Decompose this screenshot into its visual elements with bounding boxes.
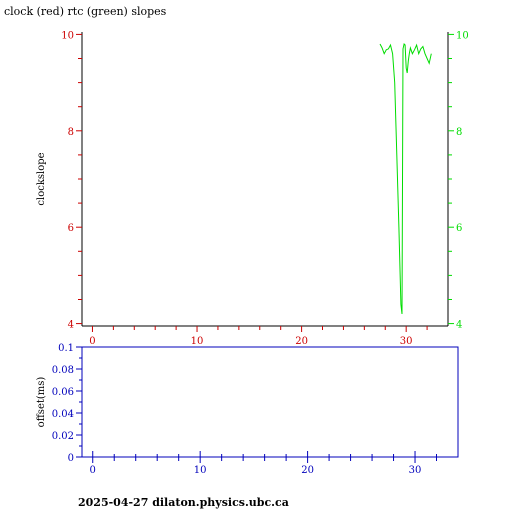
slope-panel: 4 6 8 10 4 6 8 10 0 10 20 30 clockslope <box>36 30 469 347</box>
offset-x-tick-label: 20 <box>301 465 314 476</box>
left-y-tick-label: 4 <box>68 320 74 331</box>
offset-y-tick-label: 0.08 <box>52 365 74 376</box>
rtc-slope-series-line <box>379 43 432 315</box>
offset-y-tick-label: 0 <box>68 453 74 464</box>
y-axis-label: clockslope <box>36 152 47 205</box>
offset-x-tick-label: 30 <box>409 465 422 476</box>
offset-y-tick-label: 0.1 <box>58 343 74 354</box>
offset-y-axis-label: offset(ms) <box>36 377 47 428</box>
offset-x-tick-label: 0 <box>90 465 96 476</box>
x-tick-label: 30 <box>400 336 413 347</box>
offset-frame <box>81 346 459 458</box>
offset-panel: 0 0.02 0.04 0.06 0.08 0.1 0 10 20 30 offset(ms) <box>36 343 459 476</box>
offset-y-tick-label: 0.02 <box>52 431 74 442</box>
offset-y-tick-label: 0.06 <box>52 387 74 398</box>
right-y-tick-label: 6 <box>456 223 462 234</box>
footer-date-host: 2025-04-27 dilaton.physics.ubc.ca <box>78 496 289 509</box>
left-y-tick-label: 6 <box>68 223 74 234</box>
left-y-tick-label: 10 <box>61 30 74 41</box>
chart-title: clock (red) rtc (green) slopes <box>4 5 167 18</box>
right-y-tick-label: 8 <box>456 127 462 138</box>
left-y-tick-label: 8 <box>68 127 74 138</box>
x-tick-label: 20 <box>295 336 308 347</box>
right-y-tick-label: 10 <box>456 30 469 41</box>
offset-x-tick-label: 10 <box>194 465 207 476</box>
right-y-tick-label: 4 <box>456 320 462 331</box>
offset-y-tick-label: 0.04 <box>52 409 74 420</box>
x-tick-label: 10 <box>191 336 204 347</box>
x-tick-label: 0 <box>89 336 95 347</box>
